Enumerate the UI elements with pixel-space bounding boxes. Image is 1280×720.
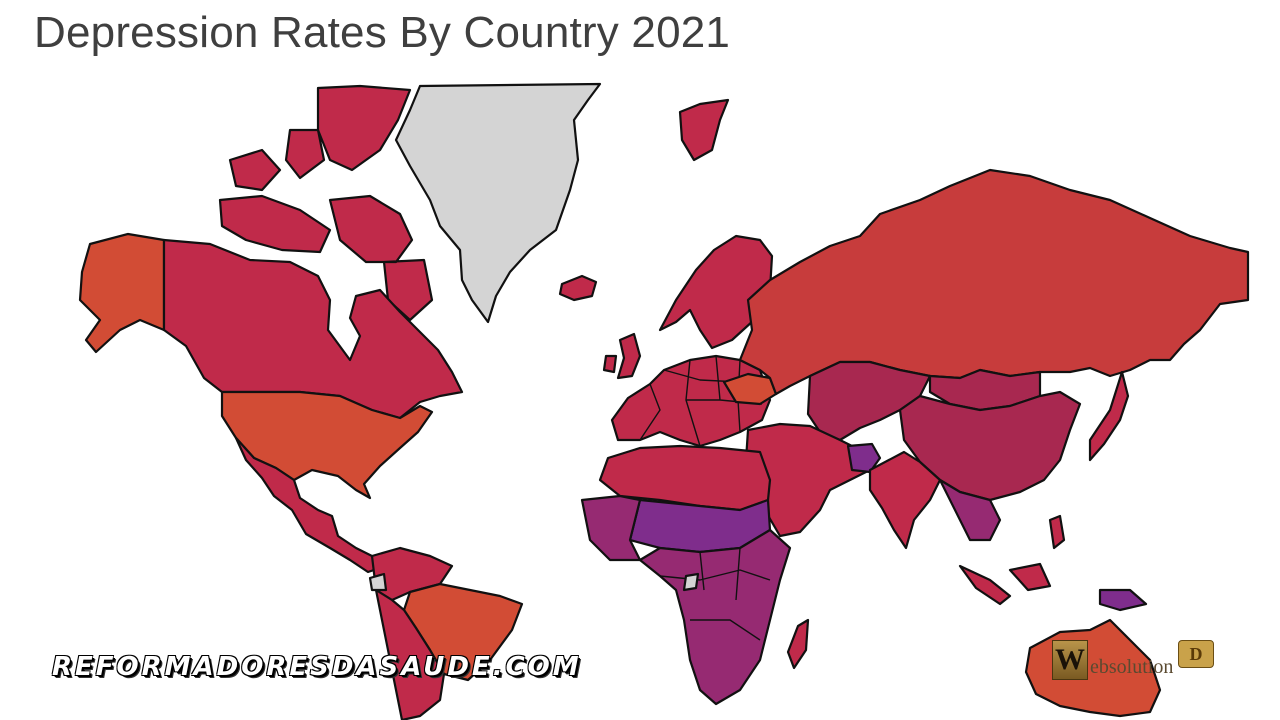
region-russia xyxy=(738,168,1250,396)
region-madagascar xyxy=(786,618,810,670)
region-canadian-arctic-islands xyxy=(218,84,434,322)
region-central-south-africa xyxy=(638,528,792,706)
watermark-emblem: D xyxy=(1178,640,1214,668)
region-africa-borders xyxy=(659,547,771,641)
region-southeast-asia xyxy=(938,478,1002,542)
map-title: Depression Rates By Country 2021 xyxy=(34,8,731,57)
watermark-right-logo: W ebsolution D xyxy=(1052,640,1214,680)
watermark-logo-text: ebsolution xyxy=(1090,656,1174,678)
watermark-left-text: REFORMADORESDASAUDE.COM xyxy=(52,652,582,682)
region-papua xyxy=(1098,588,1148,612)
region-iceland xyxy=(558,274,598,302)
region-south-america-south xyxy=(374,588,446,720)
region-south-asia xyxy=(868,450,942,550)
region-svalbard xyxy=(678,98,730,162)
region-west-africa xyxy=(580,494,642,562)
region-uk-ireland xyxy=(602,332,642,380)
region-no-data-sa xyxy=(368,572,388,592)
region-japan xyxy=(1088,370,1130,462)
region-afghanistan xyxy=(846,442,882,474)
region-greenland xyxy=(394,82,602,324)
watermark-logo-letter: W xyxy=(1052,640,1088,680)
region-indonesia xyxy=(958,514,1066,606)
region-alaska xyxy=(78,232,166,354)
region-no-data-africa xyxy=(682,572,700,592)
